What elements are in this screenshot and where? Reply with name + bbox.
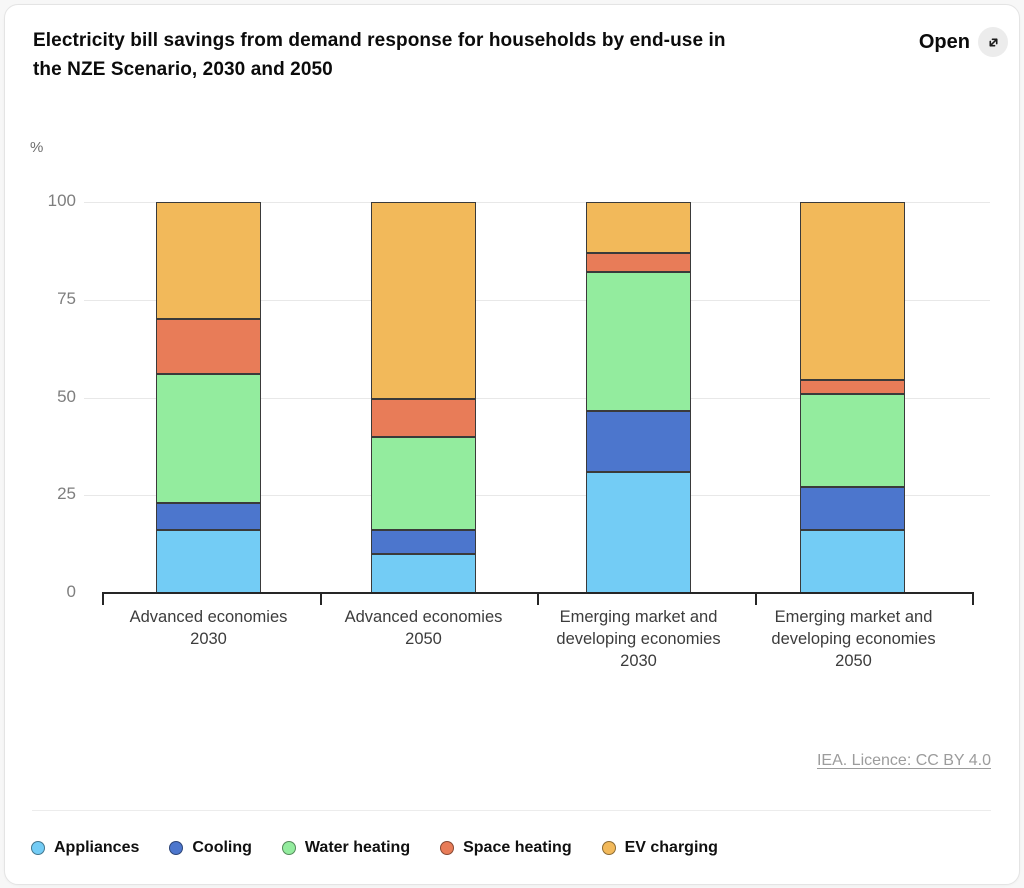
gridline-75 — [84, 299, 990, 301]
gridline-100 — [84, 202, 990, 203]
y-tick-label-100: 100 — [47, 191, 76, 210]
legend-swatch-icon — [601, 841, 616, 855]
bar-segment-space-heating[interactable] — [156, 319, 261, 375]
legend-item-water-heating[interactable]: Water heating — [281, 839, 411, 857]
x-axis-tick — [537, 592, 539, 605]
open-button[interactable]: Open — [919, 27, 1008, 57]
legend-item-appliances[interactable]: Appliances — [31, 839, 139, 857]
legend-item-ev-charging[interactable]: EV charging — [601, 839, 718, 857]
bar-segment-water-heating[interactable] — [156, 374, 261, 504]
y-tick-label-0: 0 — [66, 582, 76, 601]
y-tick-label-75: 75 — [57, 288, 76, 308]
x-axis-tick — [972, 592, 974, 605]
gridline-25 — [84, 495, 990, 497]
legend-item-space-heating[interactable]: Space heating — [440, 839, 572, 857]
bar-segment-space-heating[interactable] — [371, 399, 476, 437]
source-licence-link[interactable]: IEA. Licence: CC BY 4.0 — [816, 752, 991, 769]
x-axis-tick — [102, 592, 104, 605]
x-category-label: Advanced economies 2030 — [129, 608, 288, 648]
legend-swatch-icon — [169, 841, 184, 855]
legend-label: Appliances — [54, 839, 140, 856]
y-tick-label-25: 25 — [57, 484, 76, 504]
bar-segment-ev-charging[interactable] — [156, 202, 261, 320]
x-category-label: Advanced economies 2050 — [344, 608, 503, 648]
bar-segment-space-heating[interactable] — [586, 252, 691, 273]
chart-title: Electricity bill savings from demand res… — [33, 30, 726, 80]
bar-segment-water-heating[interactable] — [800, 393, 905, 488]
bar-segment-ev-charging[interactable] — [371, 202, 476, 400]
bar-segment-space-heating[interactable] — [800, 379, 905, 394]
x-category-label: Emerging market and developing economies… — [556, 608, 721, 670]
x-category-label: Emerging market and developing economies… — [771, 608, 936, 670]
bar-segment-appliances[interactable] — [800, 530, 905, 593]
legend-label: EV charging — [624, 839, 718, 856]
y-tick-label-50: 50 — [57, 386, 76, 406]
gridline-50 — [84, 397, 990, 399]
legend-label: Water heating — [304, 839, 411, 856]
legend-label: Cooling — [192, 839, 252, 856]
bar-segment-ev-charging[interactable] — [586, 202, 691, 253]
bar-segment-cooling[interactable] — [371, 530, 476, 554]
legend-swatch-icon — [31, 841, 45, 855]
bar-segment-ev-charging[interactable] — [800, 202, 905, 380]
legend-swatch-icon — [281, 841, 296, 855]
expand-arrow-icon — [978, 27, 1008, 57]
x-axis-tick — [320, 592, 322, 605]
y-axis-unit-label: % — [30, 139, 44, 156]
bar-segment-appliances[interactable] — [586, 471, 691, 593]
chart-legend: Appliances Cooling Water heating Space heat… — [31, 839, 718, 857]
footer-divider — [32, 810, 991, 811]
x-axis-tick — [755, 592, 757, 605]
bar-segment-cooling[interactable] — [586, 411, 691, 472]
open-button-label: Open — [918, 30, 970, 53]
bar-segment-cooling[interactable] — [156, 503, 261, 531]
legend-swatch-icon — [440, 841, 455, 855]
bar-segment-cooling[interactable] — [800, 487, 905, 531]
bar-segment-appliances[interactable] — [371, 553, 476, 593]
bar-segment-appliances[interactable] — [156, 530, 261, 593]
bar-segment-water-heating[interactable] — [371, 436, 476, 531]
legend-label: Space heating — [463, 839, 572, 856]
legend-item-cooling[interactable]: Cooling — [169, 839, 252, 857]
bar-segment-water-heating[interactable] — [586, 272, 691, 412]
